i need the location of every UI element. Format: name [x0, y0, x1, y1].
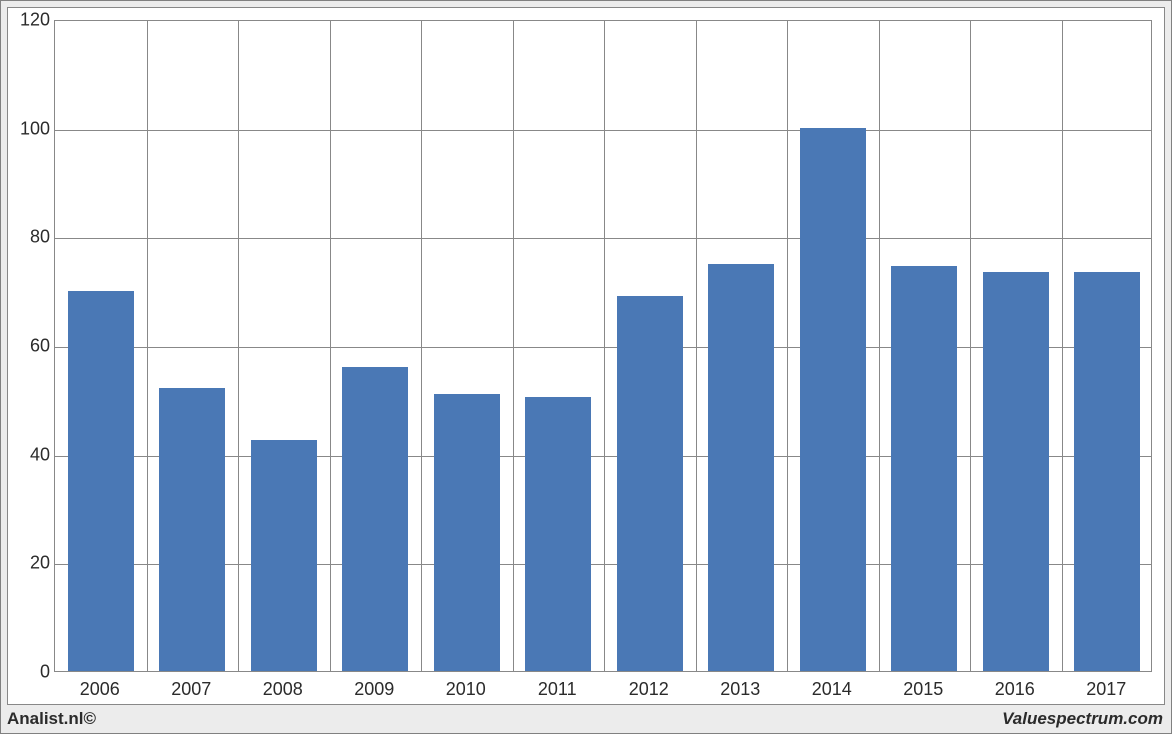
bar [434, 394, 500, 671]
x-tick-label: 2016 [995, 679, 1035, 700]
gridline-v [879, 21, 880, 671]
x-tick-label: 2012 [629, 679, 669, 700]
x-tick-label: 2006 [80, 679, 120, 700]
bar [891, 266, 957, 671]
x-tick-label: 2007 [171, 679, 211, 700]
bar [159, 388, 225, 671]
chart-frame: 0 20 40 60 80 100 120 2006 2007 2008 2009 2010 2011 2… [0, 0, 1172, 734]
bar [68, 291, 134, 671]
footer-right: Valuespectrum.com [1002, 709, 1163, 729]
bar [342, 367, 408, 671]
bar [800, 128, 866, 671]
x-tick-label: 2010 [446, 679, 486, 700]
x-tick-label: 2011 [538, 679, 577, 700]
y-tick-label: 60 [10, 336, 50, 357]
bar [1074, 272, 1140, 671]
y-tick-label: 20 [10, 553, 50, 574]
gridline-v [330, 21, 331, 671]
gridline-v [604, 21, 605, 671]
gridline-h [55, 238, 1151, 239]
gridline-v [787, 21, 788, 671]
gridline-v [421, 21, 422, 671]
x-tick-label: 2008 [263, 679, 303, 700]
x-tick-label: 2015 [903, 679, 943, 700]
gridline-v [513, 21, 514, 671]
bar [983, 272, 1049, 671]
bar [708, 264, 774, 672]
bar [617, 296, 683, 671]
x-tick-label: 2009 [354, 679, 394, 700]
plot-area [54, 20, 1152, 672]
y-tick-label: 100 [10, 118, 50, 139]
x-tick-label: 2014 [812, 679, 852, 700]
y-tick-label: 0 [10, 662, 50, 683]
gridline-h [55, 130, 1151, 131]
chart-panel: 0 20 40 60 80 100 120 2006 2007 2008 2009 2010 2011 2… [7, 7, 1165, 705]
x-tick-label: 2017 [1086, 679, 1126, 700]
gridline-v [147, 21, 148, 671]
gridline-v [238, 21, 239, 671]
gridline-v [1062, 21, 1063, 671]
bar [251, 440, 317, 671]
y-tick-label: 120 [10, 10, 50, 31]
footer-left: Analist.nl© [7, 709, 96, 729]
bar [525, 397, 591, 671]
y-tick-label: 80 [10, 227, 50, 248]
y-tick-label: 40 [10, 444, 50, 465]
gridline-v [696, 21, 697, 671]
gridline-v [970, 21, 971, 671]
x-tick-label: 2013 [720, 679, 760, 700]
